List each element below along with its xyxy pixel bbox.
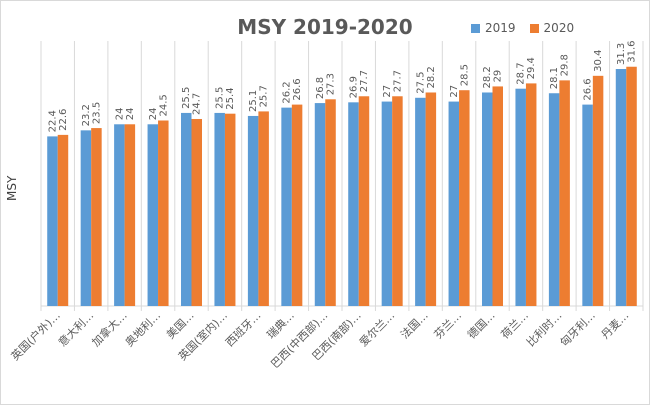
bar-2020 xyxy=(425,92,437,306)
data-label: 28.2 xyxy=(482,66,493,88)
bar-2019 xyxy=(47,136,58,306)
bar-2019 xyxy=(181,112,192,306)
bar-2020 xyxy=(191,118,202,306)
data-label: 25.4 xyxy=(225,87,236,109)
legend-label-2020: 2020 xyxy=(543,21,575,35)
bar-2019 xyxy=(114,124,125,307)
bar-2019 xyxy=(247,115,259,306)
data-label: 23.2 xyxy=(81,104,92,126)
bar-2019 xyxy=(615,69,627,306)
data-label: 27.7 xyxy=(359,70,370,92)
bar-2020 xyxy=(158,120,169,306)
bar-2020 xyxy=(57,134,69,306)
bar-2019 xyxy=(147,124,159,307)
legend-item-2020: 2020 xyxy=(529,21,575,35)
x-tick-label: 加拿大… xyxy=(89,308,130,349)
bar-2020 xyxy=(392,96,403,307)
data-label: 25.1 xyxy=(248,90,259,112)
data-label: 24 xyxy=(114,108,125,121)
data-label: 27.3 xyxy=(326,73,337,95)
bar-2020 xyxy=(258,111,269,307)
data-label: 28.1 xyxy=(549,67,560,89)
data-label: 24.5 xyxy=(158,94,169,116)
bar-2020 xyxy=(559,80,570,306)
x-tick-label: 美国… xyxy=(164,309,197,342)
data-label: 24 xyxy=(125,108,136,121)
x-tick-label: 瑞典… xyxy=(264,308,297,341)
data-label: 22.6 xyxy=(58,109,69,131)
bar-2020 xyxy=(91,128,102,306)
bar-2019 xyxy=(281,107,292,306)
chart-title: MSY 2019-2020 xyxy=(237,15,413,39)
bar-2020 xyxy=(358,96,370,307)
data-label: 29.8 xyxy=(560,54,571,76)
bar-2019 xyxy=(80,130,92,306)
data-label: 26.2 xyxy=(282,81,293,103)
bar-2020 xyxy=(492,86,503,306)
data-label: 26.8 xyxy=(315,77,326,99)
data-label: 23.5 xyxy=(91,102,102,124)
legend-label-2019: 2019 xyxy=(485,21,516,35)
x-tick-label: 巴西(中西部)… xyxy=(268,308,331,371)
x-tick-label: 奥地利… xyxy=(122,308,163,349)
bar-2019 xyxy=(381,101,393,306)
data-label: 26.6 xyxy=(292,78,303,100)
data-label: 28.5 xyxy=(459,64,470,86)
bar-2019 xyxy=(314,103,326,306)
x-tick-label: 法国… xyxy=(397,308,430,341)
legend-item-2019: 2019 xyxy=(471,21,516,35)
data-label: 30.4 xyxy=(593,50,604,72)
data-label: 29.4 xyxy=(526,57,537,79)
data-label: 24.7 xyxy=(192,93,203,115)
x-tick-label: 比利时… xyxy=(524,309,564,349)
bar-2019 xyxy=(448,101,460,306)
data-label: 22.4 xyxy=(47,110,58,132)
data-label: 27.5 xyxy=(415,72,426,94)
bar-2020 xyxy=(525,83,537,307)
x-tick-label: 爱尔兰… xyxy=(357,309,397,349)
bar-2020 xyxy=(224,113,236,306)
data-label: 25.5 xyxy=(215,87,226,109)
bar-2020 xyxy=(592,75,604,306)
legend: 2019 2020 xyxy=(471,21,574,35)
bar-2020 xyxy=(325,99,336,306)
x-tick-label: 芬兰… xyxy=(432,309,465,342)
data-label: 26.9 xyxy=(348,76,359,98)
bar-2020 xyxy=(291,104,303,306)
bar-2019 xyxy=(515,88,526,306)
bar-2019 xyxy=(582,104,593,306)
data-label: 26.6 xyxy=(583,78,594,100)
bar-2019 xyxy=(415,97,426,307)
legend-swatch-2019 xyxy=(471,23,480,33)
data-label: 29 xyxy=(493,70,504,83)
data-label: 31.6 xyxy=(627,40,638,62)
data-label: 25.5 xyxy=(181,87,192,109)
data-label: 27 xyxy=(382,85,393,98)
x-tick-label: 意大利… xyxy=(55,308,96,349)
bar-2020 xyxy=(459,90,470,306)
bar-2019 xyxy=(548,93,560,306)
bar-2019 xyxy=(482,92,493,306)
bar-2019 xyxy=(348,102,359,306)
x-tick-label: 匈牙利… xyxy=(557,308,598,349)
x-tick-label: 英国(户外)… xyxy=(8,308,63,363)
data-label: 27.7 xyxy=(392,70,403,92)
data-label: 25.7 xyxy=(259,85,270,107)
data-label: 24 xyxy=(148,108,159,121)
x-tick-label: 荷兰… xyxy=(499,309,532,342)
data-label: 31.3 xyxy=(616,43,627,65)
data-label: 28.7 xyxy=(516,62,527,84)
data-label: 28.2 xyxy=(426,66,437,88)
legend-swatch-2020 xyxy=(529,23,539,33)
x-tick-label: 西班牙… xyxy=(223,309,263,349)
data-label: 27 xyxy=(449,85,460,98)
x-tick-label: 丹麦… xyxy=(599,309,632,342)
bar-2019 xyxy=(214,112,225,306)
x-tick-label: 德国… xyxy=(464,308,497,341)
bar-2020 xyxy=(124,124,136,307)
bar-2020 xyxy=(626,66,637,306)
